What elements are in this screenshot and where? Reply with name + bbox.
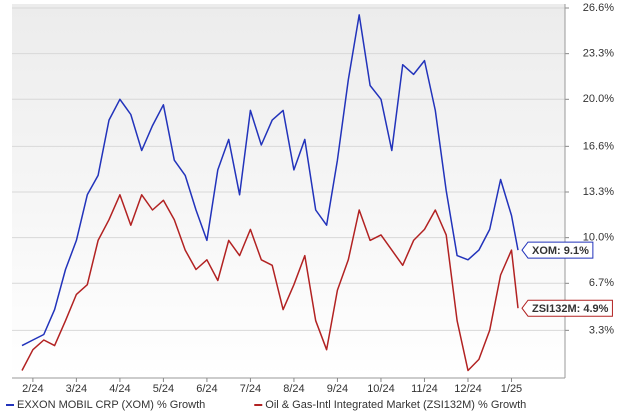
y-tick-label: 6.7% <box>589 277 614 289</box>
legend-label: Oil & Gas-Intl Integrated Market (ZSI132… <box>265 399 526 411</box>
y-tick-label: 10.0% <box>583 232 614 244</box>
x-tick-label: 8/24 <box>283 383 304 395</box>
series-line <box>21 194 519 372</box>
x-tick-label: 10/24 <box>367 383 395 395</box>
end-label: ZSI132M: 4.9% <box>521 299 613 317</box>
y-tick-label: 23.3% <box>583 48 614 60</box>
x-tick-label: 3/24 <box>66 383 87 395</box>
x-tick-label: 4/24 <box>109 383 130 395</box>
x-tick-label: 5/24 <box>153 383 174 395</box>
y-tick-label: 16.6% <box>583 140 614 152</box>
end-label-text: ZSI132M: 4.9% <box>532 303 609 315</box>
y-tick-label: 26.6% <box>583 2 614 14</box>
series-line <box>21 14 519 347</box>
x-tick-label: 9/24 <box>327 383 348 395</box>
end-label-box <box>521 241 594 259</box>
end-label-text: XOM: 9.1% <box>532 245 589 257</box>
end-label-box <box>521 299 613 317</box>
legend-label: EXXON MOBIL CRP (XOM) % Growth <box>17 399 205 411</box>
end-label: XOM: 9.1% <box>521 241 594 259</box>
y-tick-label: 20.0% <box>583 93 614 105</box>
x-tick-label: 11/24 <box>411 383 438 395</box>
plot-area <box>12 4 565 378</box>
x-tick-label: 2/24 <box>22 383 43 395</box>
x-tick-label: 7/24 <box>240 383 261 395</box>
y-tick-label: 3.3% <box>589 324 614 336</box>
y-tick-label: 13.3% <box>583 186 614 198</box>
x-tick-label: 12/24 <box>454 383 482 395</box>
x-tick-label: 6/24 <box>196 383 217 395</box>
x-tick-label: 1/25 <box>501 383 522 395</box>
